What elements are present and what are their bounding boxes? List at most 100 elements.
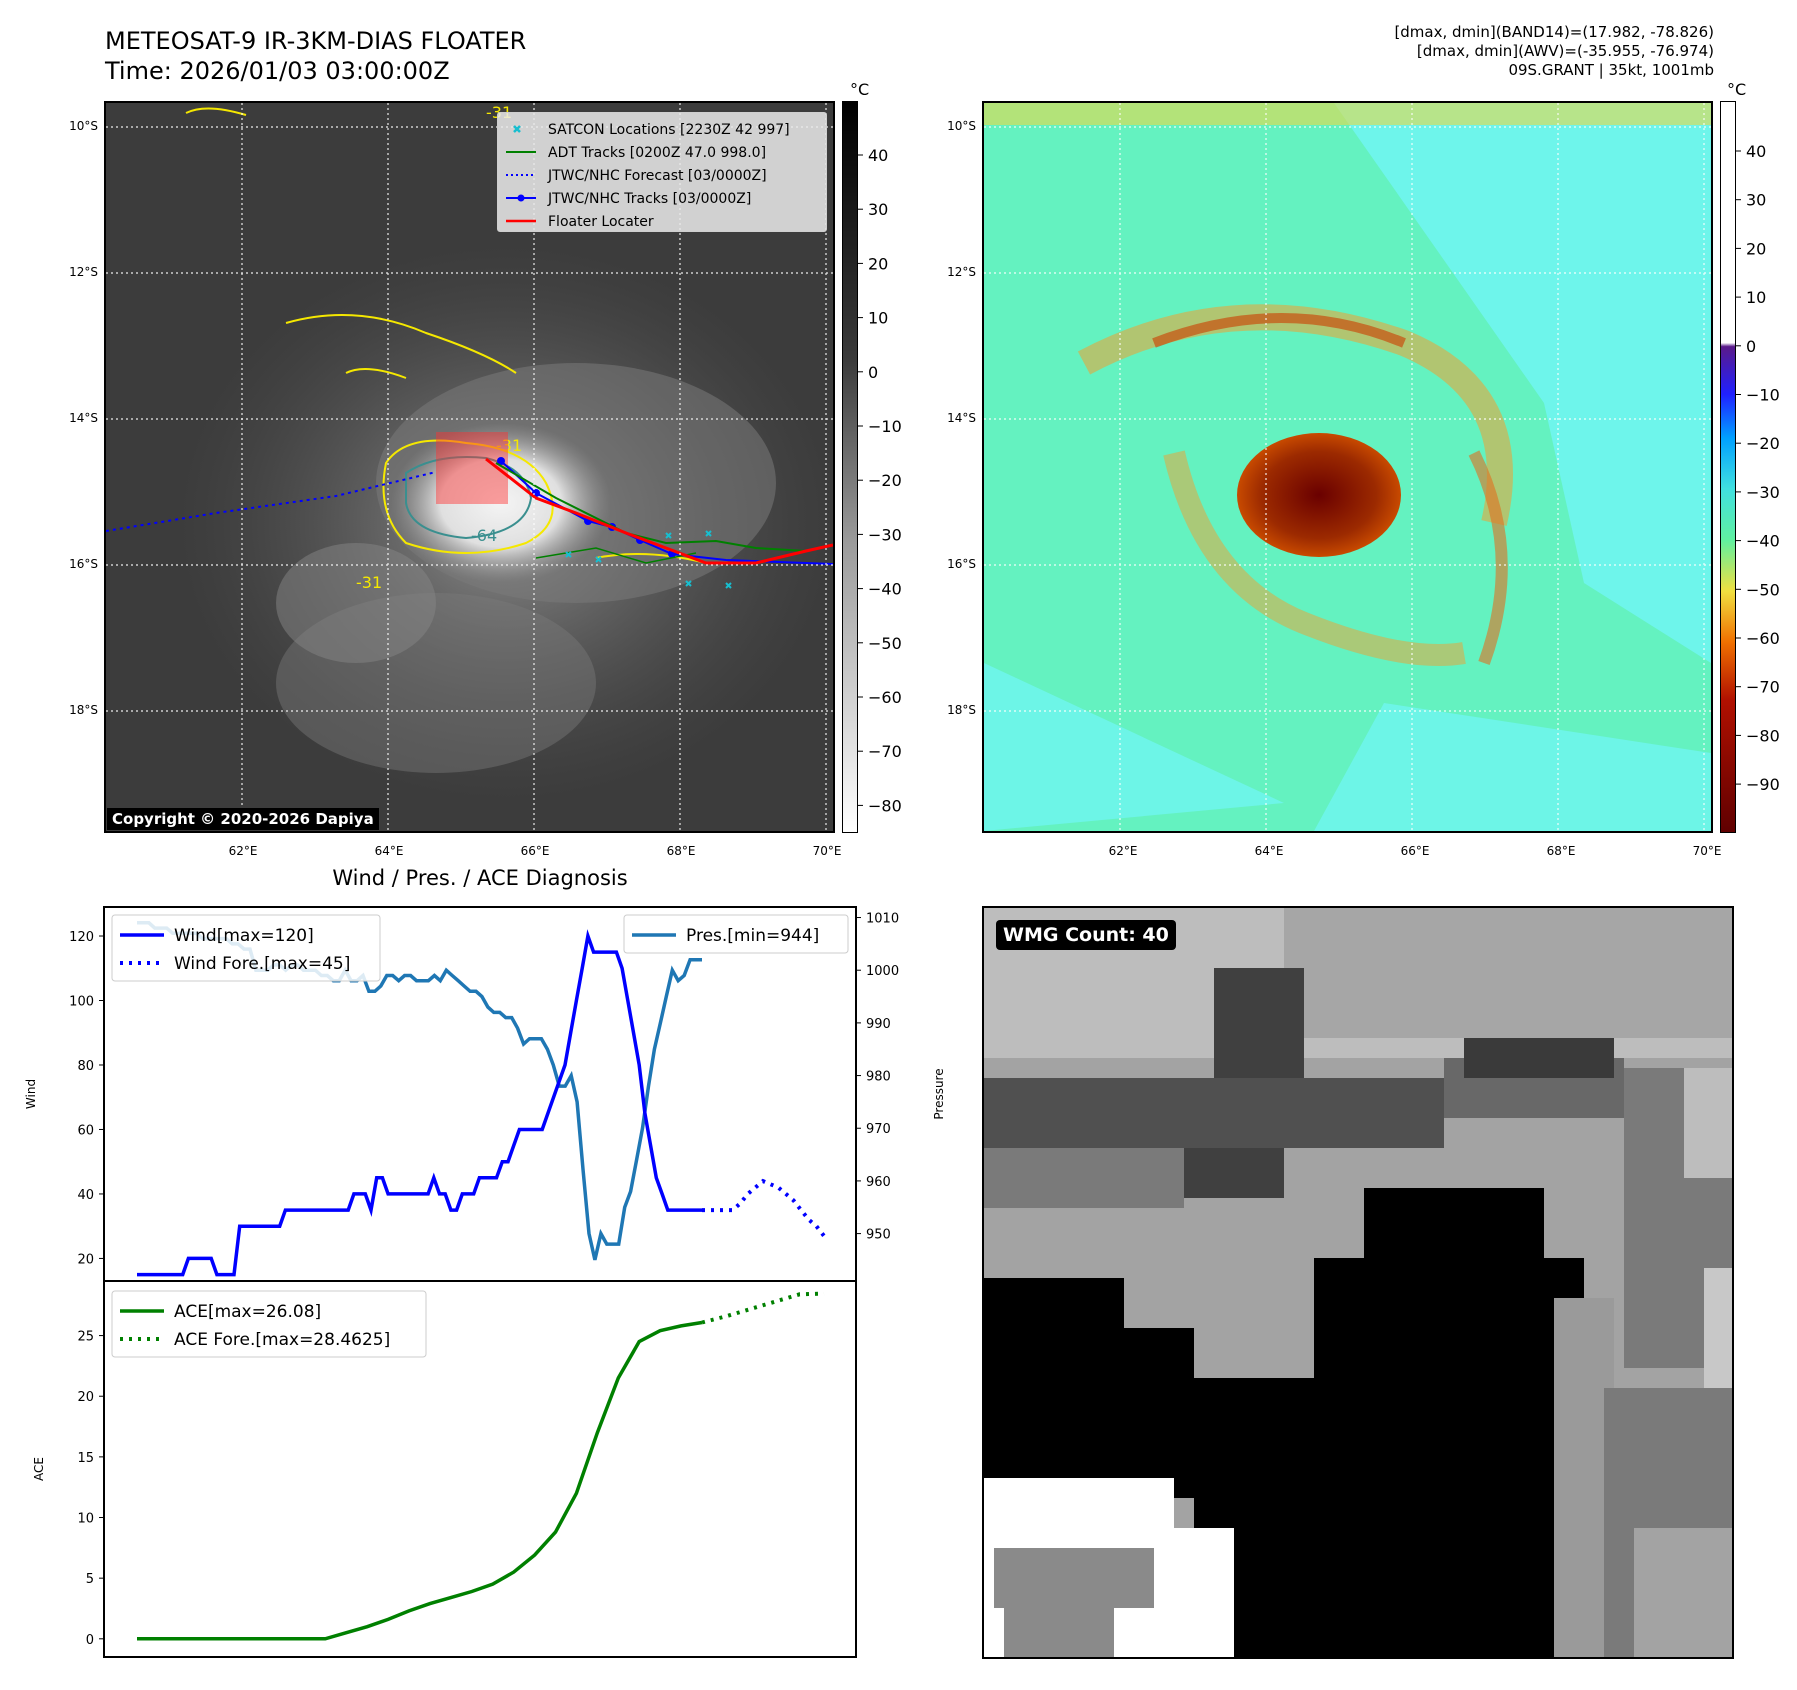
diag-title: Wind / Pres. / ACE Diagnosis <box>332 866 628 890</box>
chart-title: METEOSAT-9 IR-3KM-DIAS FLOATER Time: 202… <box>105 26 526 86</box>
ir-colorbar-tick-label: −10 <box>868 417 902 436</box>
wmg-count-badge: WMG Count: 40 <box>996 920 1176 950</box>
floater-locator-track <box>485 457 833 565</box>
ace-forecast-series-line <box>701 1291 825 1325</box>
legend-label: Wind Fore.[max=45] <box>174 954 350 974</box>
ace-series-line <box>137 1320 703 1641</box>
ir-colorbar-tick-label: 40 <box>868 146 888 165</box>
pressure-tick-label: 1000 <box>866 964 899 979</box>
awv-lon-label: 68°E <box>1547 844 1576 858</box>
awv-lon-label: 64°E <box>1255 844 1284 858</box>
contour-label: -31 <box>356 573 382 592</box>
awv-colorbar-tick-label: −70 <box>1746 678 1780 697</box>
ace-tick-label: 0 <box>86 1633 94 1648</box>
legend-satcon-icon <box>513 125 521 133</box>
ir-colorbar-tick-label: −60 <box>868 688 902 707</box>
diag-legend: ACE[max=26.08] ACE Fore.[max=28.4625] <box>111 1290 427 1358</box>
awv-lon-label: 62°E <box>1109 844 1138 858</box>
pressure-tick-label: 990 <box>866 1017 891 1032</box>
ir-colorbar-tick-label: −70 <box>868 742 902 761</box>
awv-colorbar-tick-label: −80 <box>1746 726 1780 745</box>
awv-lon-label: 70°E <box>1693 844 1722 858</box>
ir-image: -31 -64 -31 -31 <box>106 103 833 831</box>
ir-colorbar-tick-label: 10 <box>868 309 888 328</box>
wmg-panel: WMG Count: 40 <box>982 906 1734 1659</box>
ir-lat-label: 14°S <box>69 411 98 425</box>
ace-tick-label: 25 <box>77 1330 94 1345</box>
awv-colorbar-tick-label: −30 <box>1746 483 1780 502</box>
ir-colorbar-tick-label: −30 <box>868 525 902 544</box>
wind-tick-label: 60 <box>77 1123 94 1138</box>
info-line-2: [dmax, dmin](AWV)=(-35.955, -76.974) <box>1416 42 1714 60</box>
diag-chart: 20 40 60 80 100 120 950 960 970 980 990 1000 1010 0 5 1… <box>24 906 946 1658</box>
contour-label: -31 <box>496 436 522 455</box>
legend-label: ACE Fore.[max=28.4625] <box>174 1330 390 1350</box>
ir-colorbar-tick-label: −20 <box>868 471 902 490</box>
wind-tick-label: 120 <box>69 930 94 945</box>
awv-lat-label: 10°S <box>947 119 976 133</box>
diag-legend: Pres.[min=944] <box>623 914 849 954</box>
awv-lat-label: 18°S <box>947 703 976 717</box>
ir-lat-label: 16°S <box>69 557 98 571</box>
diag-legend: Wind[max=120] Wind Fore.[max=45] <box>111 914 381 982</box>
legend-label: JTWC/NHC Tracks [03/0000Z] <box>547 191 751 207</box>
ace-axis-label: ACE <box>32 1457 46 1481</box>
wind-tick-label: 20 <box>77 1252 94 1267</box>
wind-tick-label: 80 <box>77 1059 94 1074</box>
ir-colorbar <box>842 101 858 833</box>
title-line-1: METEOSAT-9 IR-3KM-DIAS FLOATER <box>105 27 527 55</box>
wind-tick-label: 40 <box>77 1188 94 1203</box>
awv-lat-label: 14°S <box>947 411 976 425</box>
satcon-markers <box>565 530 732 589</box>
adt-track <box>495 462 807 552</box>
ir-colorbar-tick-label: −80 <box>868 796 902 815</box>
copyright-label: Copyright © 2020-2026 Dapiya <box>107 808 379 830</box>
pressure-tick-label: 960 <box>866 1175 891 1190</box>
wmg-image <box>984 908 1732 1657</box>
wind-forecast-series-line <box>702 1178 826 1238</box>
storm-info: [dmax, dmin](BAND14)=(17.982, -78.826) [… <box>1394 23 1714 80</box>
awv-colorbar-tick-label: 40 <box>1746 142 1766 161</box>
awv-colorbar-tick-label: −60 <box>1746 629 1780 648</box>
awv-colorbar-tick-label: 20 <box>1746 239 1766 258</box>
ir-lat-label: 12°S <box>69 265 98 279</box>
pressure-tick-label: 950 <box>866 1228 891 1243</box>
legend-label: JTWC/NHC Forecast [03/0000Z] <box>547 168 767 184</box>
legend-label: ADT Tracks [0200Z 47.0 998.0] <box>548 145 766 161</box>
ace-axes <box>103 1280 857 1658</box>
pressure-tick-label: 970 <box>866 1122 891 1137</box>
awv-colorbar <box>1720 101 1736 833</box>
ir-colorbar-ticks: 40 30 20 10 0 −10 −20 −30 −40 −50 −60 −70 −80 <box>858 146 902 815</box>
ir-lat-label: 10°S <box>69 119 98 133</box>
awv-image <box>984 103 1711 831</box>
awv-colorbar-tick-label: −50 <box>1746 580 1780 599</box>
ace-tick-label: 15 <box>77 1451 94 1466</box>
awv-colorbar-unit: °C <box>1727 80 1747 99</box>
awv-gridlines <box>984 103 1711 831</box>
ir-colorbar-tick-label: −50 <box>868 634 902 653</box>
ace-tick-label: 10 <box>77 1512 94 1527</box>
ir-colorbar-tick-label: 20 <box>868 254 888 273</box>
ir-legend: SATCON Locations [2230Z 42 997] ADT Trac… <box>497 112 827 232</box>
ir-colorbar-unit: °C <box>850 80 870 99</box>
info-line-3: 09S.GRANT | 35kt, 1001mb <box>1508 61 1714 79</box>
ace-tick-label: 20 <box>77 1390 94 1405</box>
awv-colorbar-tick-label: −20 <box>1746 434 1780 453</box>
legend-label: ACE[max=26.08] <box>174 1302 321 1322</box>
legend-label: Wind[max=120] <box>174 926 314 946</box>
ir-lat-label: 18°S <box>69 703 98 717</box>
title-line-2: Time: 2026/01/03 03:00:00Z <box>105 57 450 85</box>
wind-series-line <box>137 929 702 1277</box>
awv-colorbar-tick-label: −40 <box>1746 532 1780 551</box>
awv-lat-label: 12°S <box>947 265 976 279</box>
awv-colorbar-tick-label: 0 <box>1746 337 1756 356</box>
ir-lon-label: 68°E <box>667 844 696 858</box>
wind-tick-label: 100 <box>69 995 94 1010</box>
ir-lon-label: 70°E <box>813 844 842 858</box>
wind-axis-label: Wind <box>24 1079 38 1109</box>
info-line-1: [dmax, dmin](BAND14)=(17.982, -78.826) <box>1394 23 1714 41</box>
awv-colorbar-ticks: 40 30 20 10 0 −10 −20 −30 −40 −50 −60 −70 −80 −90 <box>1736 142 1780 794</box>
awv-colorbar-tick-label: 10 <box>1746 288 1766 307</box>
contour-label: -64 <box>471 526 497 545</box>
legend-label: Floater Locater <box>548 214 654 230</box>
